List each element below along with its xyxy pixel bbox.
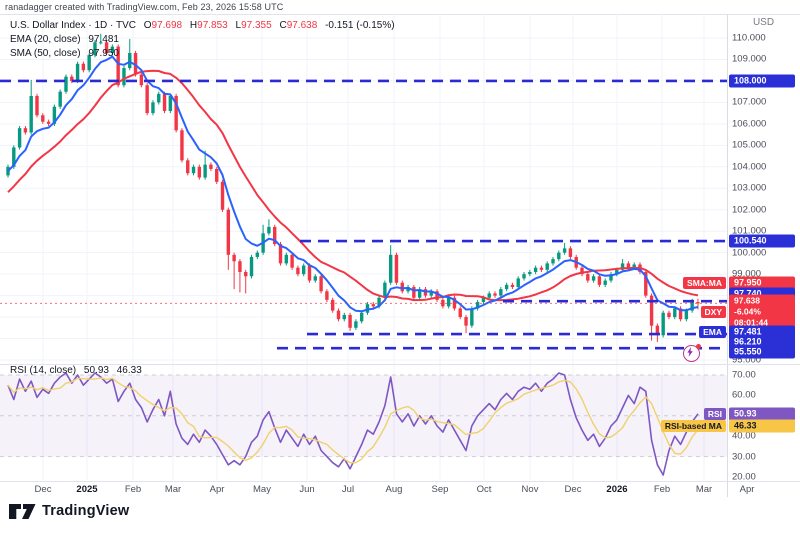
month-label: Dec	[564, 484, 582, 495]
month-label: Aug	[385, 484, 403, 495]
price-tick: 99.000	[732, 268, 762, 280]
price-tick: 100.000	[732, 247, 767, 259]
sma-legend[interactable]: SMA (50, close) 97.950	[10, 48, 119, 59]
rsi-tick: 20.00	[732, 471, 756, 483]
price-badge: 100.540	[729, 234, 795, 248]
price-tick: 109.000	[732, 53, 767, 65]
rsi-badge: 46.33	[729, 419, 795, 433]
month-label: Apr	[739, 484, 755, 495]
price-tick: 102.000	[732, 204, 767, 216]
month-label: Nov	[521, 484, 539, 495]
lightning-bolt-icon	[687, 347, 694, 358]
header-divider	[0, 14, 800, 15]
ohlc-low: L97.355	[235, 20, 272, 31]
month-label: Apr	[209, 484, 225, 495]
month-label: Sep	[431, 484, 449, 495]
price-badge: 96.210	[729, 335, 795, 349]
rsi-value: 50.93	[83, 365, 109, 376]
price-tick: 103.000	[732, 182, 767, 194]
ohlc-open: O97.698	[143, 20, 183, 31]
price-badge: 97.950	[729, 276, 795, 290]
price-badge: 95.550	[729, 345, 795, 359]
ohlc-high: H97.853	[189, 20, 228, 31]
change-value: -0.151 (-0.15%)	[325, 20, 395, 31]
tradingview-logo-text: TradingView	[42, 503, 130, 519]
price-badge: 97.638 -6.04% 08:01:44	[729, 294, 795, 330]
price-badge-chip: SMA:MA	[683, 277, 726, 289]
price-tick: 106.000	[732, 118, 767, 130]
price-badge: 108.000	[729, 74, 795, 88]
tradingview-logo[interactable]: TradingView	[9, 503, 129, 519]
attribution-header: ranadagger created with TradingView.com,…	[5, 2, 284, 12]
month-label: Feb	[124, 484, 142, 495]
rsi-legend[interactable]: RSI (14, close) 50.93 46.33	[10, 365, 142, 376]
price-tick: 95.000	[732, 354, 762, 366]
month-label: Jul	[341, 484, 355, 495]
sma-value: 97.950	[88, 48, 119, 59]
price-tick: 101.000	[732, 225, 767, 237]
price-tick: 104.000	[732, 161, 767, 173]
price-badge-chip: EMA	[699, 326, 726, 338]
symbol-legend[interactable]: U.S. Dollar Index · 1D · TVC O97.698 H97…	[10, 19, 395, 33]
pane-divider[interactable]	[0, 364, 800, 365]
chart-canvas[interactable]	[0, 0, 727, 533]
rsi-tick: 70.00	[732, 369, 756, 381]
rsi-tick: 40.00	[732, 430, 756, 442]
month-label: Jun	[299, 484, 315, 495]
month-label: Dec	[34, 484, 52, 495]
month-label: Oct	[476, 484, 492, 495]
year-label: 2025	[76, 484, 98, 495]
rsi-badge-chip: RSI	[703, 408, 726, 420]
flash-alert-icon[interactable]	[683, 344, 701, 362]
rsi-badge-chip: RSI-based MA	[660, 420, 726, 432]
month-label: Feb	[653, 484, 671, 495]
ohlc-close: C97.638	[279, 20, 318, 31]
rsi-tick: 30.00	[732, 451, 756, 463]
ema-value: 97.481	[88, 34, 119, 45]
ema-legend[interactable]: EMA (20, close) 97.481	[10, 34, 119, 45]
rsi-ma-value: 46.33	[116, 365, 142, 376]
main-legend: U.S. Dollar Index · 1D · TVC O97.698 H97…	[10, 19, 395, 61]
year-label: 2026	[606, 484, 628, 495]
alert-dot	[696, 344, 701, 349]
tradingview-logo-icon	[9, 503, 36, 519]
month-label: Mar	[164, 484, 182, 495]
price-badge-chip: DXY	[700, 306, 726, 318]
price-tick: 107.000	[732, 96, 767, 108]
timescale-divider	[0, 481, 800, 482]
month-label: Mar	[695, 484, 713, 495]
rsi-tick: 60.00	[732, 389, 756, 401]
currency-label: USD	[752, 17, 775, 28]
axis-divider	[727, 14, 728, 497]
month-label: May	[253, 484, 271, 495]
price-tick: 105.000	[732, 139, 767, 151]
symbol-title: U.S. Dollar Index · 1D · TVC	[10, 20, 136, 31]
price-badge: 97.481	[729, 325, 795, 339]
price-tick: 110.000	[732, 32, 766, 44]
rsi-badge: 50.93	[729, 407, 795, 421]
